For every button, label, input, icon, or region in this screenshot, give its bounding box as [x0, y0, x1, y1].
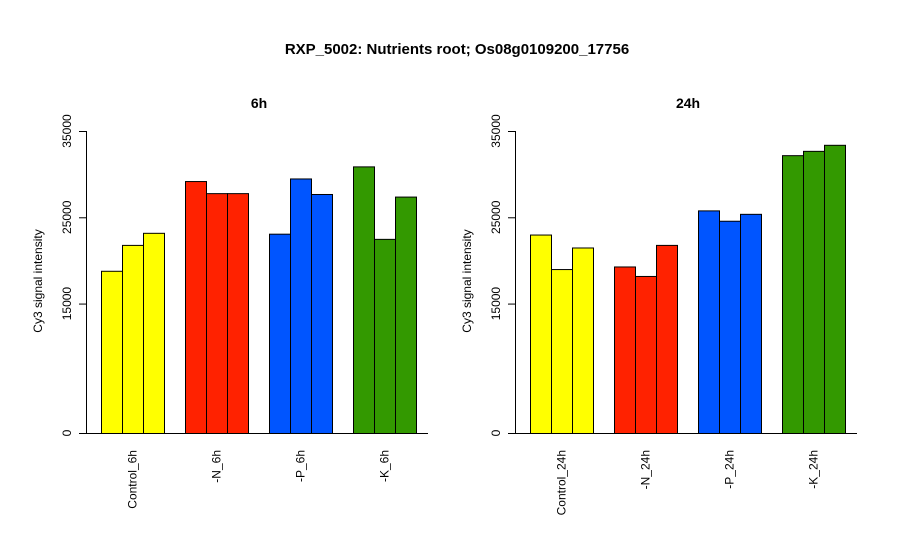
bar--N_24h-1 — [614, 266, 636, 434]
category-label: Control_24h — [555, 450, 569, 515]
y-tick-label: 35000 — [60, 114, 74, 148]
bar-Control_24h-3 — [572, 247, 594, 434]
bar--N_6h-2 — [206, 193, 228, 434]
bar--P_24h-1 — [698, 210, 720, 434]
bar--N_6h-1 — [185, 181, 207, 434]
category-label: Control_6h — [126, 450, 140, 509]
panel-title: 24h — [676, 95, 700, 111]
bar--P_6h-1 — [269, 233, 291, 434]
category-label: -P_6h — [294, 450, 308, 482]
figure-title: RXP_5002: Nutrients root; Os08g0109200_1… — [285, 41, 629, 58]
y-axis-label: Cy3 signal intensity — [460, 229, 474, 332]
y-tick-label: 35000 — [489, 114, 503, 148]
bar--K_24h-1 — [782, 155, 804, 434]
category-label: -P_24h — [723, 450, 737, 489]
y-tick-label: 15000 — [60, 287, 74, 321]
bar--K_24h-2 — [803, 150, 825, 435]
bar--P_24h-3 — [740, 213, 762, 434]
bar-Control_6h-1 — [101, 270, 123, 435]
bar--K_6h-1 — [353, 166, 375, 434]
chart-panel-1: 6h Control_6h -N_6h -P_6h -K_6h 0 15000 25000 35… — [31, 95, 428, 509]
category-label: -K_24h — [807, 450, 821, 489]
bar--P_24h-2 — [719, 220, 741, 434]
chart-panel-2: 24h Control_24h -N_24h -P_24h -K_24h 0 15000 25… — [460, 95, 857, 515]
y-tick-label: 15000 — [489, 287, 503, 321]
category-label: -N_6h — [210, 450, 224, 483]
category-label: -N_24h — [639, 450, 653, 489]
bar-Control_24h-2 — [551, 269, 573, 434]
bar--P_6h-3 — [311, 193, 333, 434]
bar--K_6h-2 — [374, 238, 396, 434]
y-tick-label: 25000 — [489, 200, 503, 234]
y-tick-label: 0 — [489, 429, 503, 436]
bar--N_24h-3 — [656, 244, 678, 434]
y-axis-label: Cy3 signal intensity — [31, 229, 45, 332]
bar-Control_6h-2 — [122, 244, 144, 434]
y-tick-label: 0 — [60, 429, 74, 436]
y-tick-label: 25000 — [60, 200, 74, 234]
bar--P_6h-2 — [290, 178, 312, 434]
panel-title: 6h — [251, 95, 267, 111]
bar--K_6h-3 — [395, 196, 417, 434]
bar--N_6h-3 — [227, 193, 249, 434]
bar--N_24h-2 — [635, 275, 657, 434]
bar--K_24h-3 — [824, 144, 846, 434]
category-label: -K_6h — [378, 450, 392, 482]
bar-Control_6h-3 — [143, 232, 165, 434]
bar-Control_24h-1 — [530, 234, 552, 434]
